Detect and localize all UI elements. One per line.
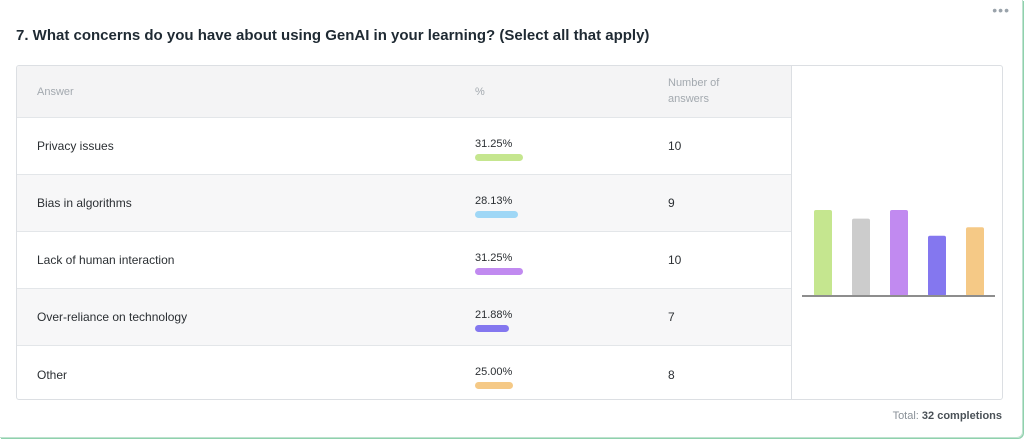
answer-label: Lack of human interaction — [37, 253, 175, 267]
answer-label: Over-reliance on technology — [37, 310, 188, 324]
total-completions: Total: 32 completions — [893, 410, 1002, 422]
chart-bar — [814, 210, 832, 296]
question-title: 7. What concerns do you have about using… — [16, 27, 650, 44]
count-value: 8 — [668, 367, 675, 382]
chart-bar — [928, 235, 946, 296]
chart-bar — [852, 218, 870, 296]
answer-label: Other — [37, 367, 68, 382]
table-row: Bias in algorithms 28.13% 9 — [17, 175, 791, 232]
results-panel: Answer % Number of answers Privacy issue… — [16, 65, 1003, 400]
table-row: Over-reliance on technology 21.88% 7 — [17, 289, 791, 346]
chart-bar — [890, 210, 908, 296]
count-value: 10 — [668, 139, 682, 153]
table-header-row: Answer % Number of answers — [17, 66, 791, 118]
percent-bar — [475, 268, 523, 275]
table-row: Other 25.00% 8 — [17, 346, 791, 399]
count-value: 9 — [668, 196, 675, 210]
percent-value: 31.25% — [475, 138, 513, 150]
percent-value: 31.25% — [475, 252, 513, 264]
count-value: 7 — [668, 310, 675, 324]
header-count: Number of answers — [668, 77, 720, 105]
header-answer: Answer — [37, 86, 74, 98]
count-value: 10 — [668, 253, 682, 267]
answer-label: Privacy issues — [37, 139, 114, 153]
percent-value: 21.88% — [475, 309, 513, 321]
percent-value: 28.13% — [475, 195, 513, 207]
percent-value: 25.00% — [475, 366, 513, 378]
more-dots-icon[interactable]: ••• — [992, 2, 1010, 18]
results-table: Answer % Number of answers Privacy issue… — [17, 66, 791, 399]
total-value: 32 completions — [921, 410, 1002, 422]
total-label: Total: — [892, 410, 919, 422]
percent-bar — [475, 211, 519, 218]
percent-bar — [475, 325, 509, 332]
table-row: Privacy issues 31.25% 10 — [17, 118, 791, 175]
answer-label: Bias in algorithms — [37, 196, 132, 210]
chart-bar — [966, 227, 984, 296]
percent-bar — [475, 154, 523, 161]
header-percent: % — [475, 86, 485, 98]
bar-chart — [791, 66, 1002, 399]
table-row: Lack of human interaction 31.25% 10 — [17, 232, 791, 289]
bar-chart-svg — [802, 210, 995, 297]
percent-bar — [475, 382, 514, 389]
